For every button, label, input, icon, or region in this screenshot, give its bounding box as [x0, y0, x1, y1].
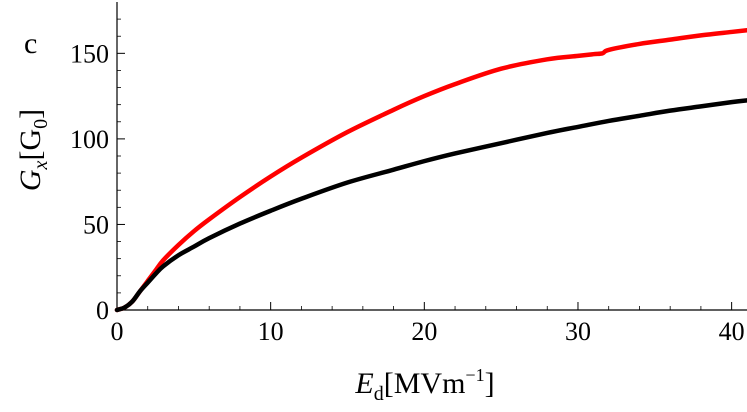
y-axis-unit-close: ] [14, 109, 47, 119]
y-axis-subscript: x [30, 160, 52, 170]
y-axis-unit-open: [G [14, 129, 47, 161]
y-tick-label: 50 [83, 210, 109, 239]
panel-label: c [24, 27, 37, 60]
x-tick-label: 0 [111, 317, 124, 346]
y-tick-label: 0 [96, 296, 109, 325]
x-tick-label: 20 [411, 317, 437, 346]
y-tick-label: 100 [70, 125, 109, 154]
x-tick-label: 30 [565, 317, 591, 346]
y-axis-unit-subscript: 0 [30, 119, 52, 129]
x-axis-unit-open: [MVm [384, 367, 466, 400]
plot-area: 0 10 20 30 40 0 50 100 150 [70, 2, 747, 346]
y-tick-label: 150 [70, 39, 109, 68]
series-line-2 [114, 98, 747, 313]
svg-text:Gx[G0]: Gx[G0] [14, 109, 52, 191]
x-axis-subscript: d [374, 383, 384, 405]
y-axis-symbol: G [14, 169, 47, 191]
series-line-1 [114, 27, 747, 313]
x-axis-unit-exponent: −1 [465, 365, 484, 385]
y-axis-title: Gx[G0] [14, 109, 52, 191]
x-tick-label: 10 [258, 317, 284, 346]
x-axis-unit-close: ] [485, 367, 495, 400]
x-tick-label: 40 [719, 317, 745, 346]
x-axis-symbol: E [354, 367, 373, 400]
x-axis-title: Ed[MVm−1] [354, 365, 494, 405]
